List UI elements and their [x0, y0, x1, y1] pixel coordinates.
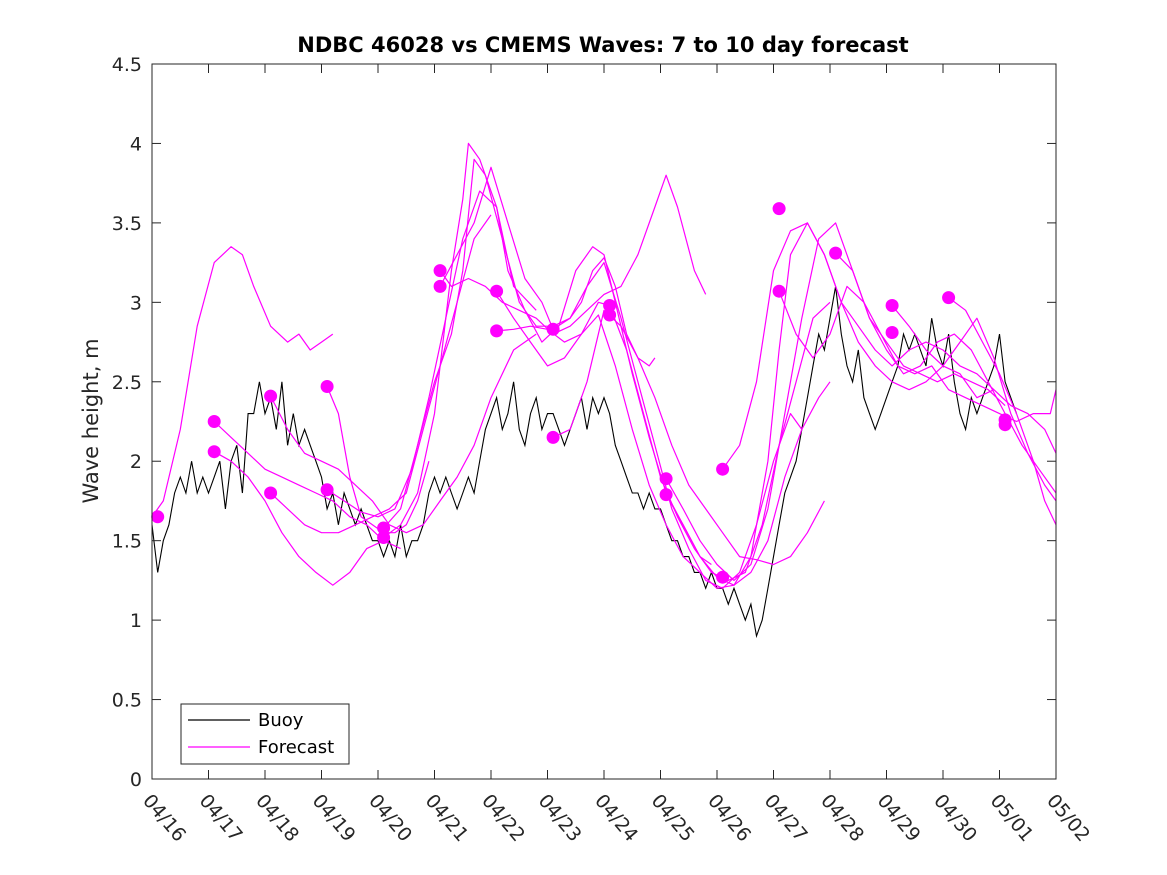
forecast-marker	[603, 299, 617, 312]
y-tick-label: 2.5	[112, 372, 142, 394]
buoy-series	[151, 286, 1018, 639]
forecast-marker	[942, 291, 956, 305]
forecast-marker	[603, 308, 617, 322]
y-tick-label: 2	[130, 451, 142, 473]
forecast-marker	[320, 380, 334, 393]
y-tick-label: 1	[130, 610, 142, 632]
y-tick-label: 0	[130, 769, 142, 791]
forecast-line-20	[891, 305, 1057, 502]
forecast-marker	[207, 445, 221, 459]
forecast-line-15	[665, 222, 1006, 581]
y-tick-label: 4	[130, 133, 142, 155]
y-tick-label: 0.5	[112, 690, 142, 712]
forecast-marker	[659, 488, 673, 502]
forecast-line-2	[213, 421, 401, 550]
forecast-series	[151, 142, 1057, 589]
forecast-marker	[433, 279, 447, 293]
forecast-marker	[659, 472, 673, 486]
forecast-marker	[151, 510, 165, 524]
y-tick-label: 3.5	[112, 213, 142, 235]
forecast-marker	[546, 322, 560, 336]
forecast-line-1	[151, 246, 334, 518]
forecast-line-5	[270, 214, 492, 534]
forecast-marker	[264, 486, 278, 500]
forecast-marker	[772, 202, 786, 216]
forecast-line-4	[270, 333, 537, 534]
forecast-line-21	[948, 297, 1057, 526]
forecast-marker	[885, 326, 899, 339]
forecast-marker	[490, 284, 504, 298]
forecast-marker	[490, 324, 504, 338]
forecast-line-11	[439, 166, 803, 589]
forecast-marker	[207, 415, 221, 428]
forecast-start-markers	[151, 202, 1012, 584]
forecast-marker	[264, 389, 278, 403]
forecast-marker	[716, 570, 730, 584]
chart-title: NDBC 46028 vs CMEMS Waves: 7 to 10 day f…	[297, 33, 908, 57]
legend-box	[180, 703, 350, 765]
forecast-marker	[320, 483, 334, 497]
y-tick-label: 4.5	[112, 54, 142, 76]
plot-area	[151, 63, 1057, 780]
forecast-line-3	[213, 451, 384, 586]
forecast-marker	[885, 299, 899, 312]
forecast-marker	[433, 264, 447, 278]
forecast-line-10	[439, 174, 707, 335]
y-axis-label: Wave height, m	[79, 338, 103, 503]
legend-buoy-label: Buoy	[258, 710, 304, 731]
forecast-marker	[546, 430, 560, 444]
y-tick-label: 1.5	[112, 531, 142, 553]
forecast-line-14	[552, 309, 825, 566]
forecast-marker	[377, 531, 391, 544]
y-tick-label: 3	[130, 292, 142, 314]
forecast-marker	[716, 462, 730, 476]
legend: Buoy Forecast	[180, 703, 350, 765]
buoy-line	[151, 286, 1018, 639]
plot-background	[152, 64, 1056, 779]
forecast-marker	[377, 521, 391, 535]
legend-forecast-label: Forecast	[258, 737, 334, 758]
forecast-line-19	[835, 252, 1057, 494]
forecast-line-17	[722, 222, 995, 470]
y-axis: 0 0.5 1 1.5 2 2.5 3 3.5 4 4.5	[112, 54, 1056, 791]
forecast-marker	[772, 284, 786, 298]
forecast-marker	[829, 246, 843, 260]
forecast-marker	[998, 418, 1012, 432]
